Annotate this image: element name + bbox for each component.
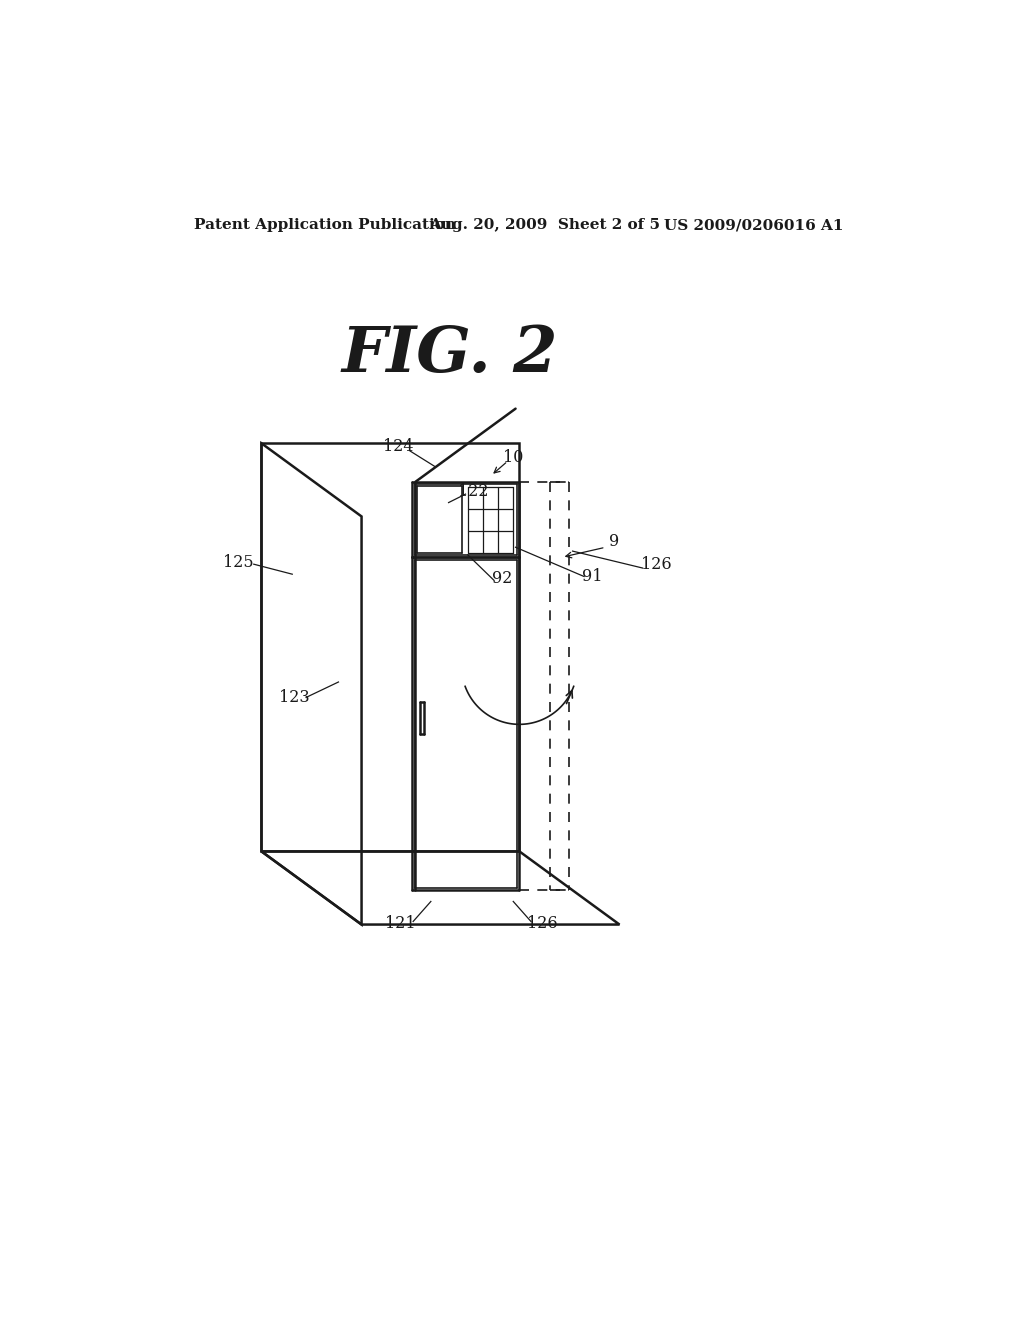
Text: Patent Application Publication: Patent Application Publication bbox=[195, 218, 457, 232]
Text: 125: 125 bbox=[223, 554, 254, 572]
Text: 126: 126 bbox=[641, 557, 672, 573]
Text: 126: 126 bbox=[527, 915, 558, 932]
Text: US 2009/0206016 A1: US 2009/0206016 A1 bbox=[665, 218, 844, 232]
Text: 9: 9 bbox=[609, 533, 620, 550]
Text: 124: 124 bbox=[383, 438, 414, 455]
Text: 121: 121 bbox=[385, 915, 416, 932]
Text: 91: 91 bbox=[583, 568, 603, 585]
Text: FIG. 2: FIG. 2 bbox=[342, 323, 558, 385]
Text: Aug. 20, 2009  Sheet 2 of 5: Aug. 20, 2009 Sheet 2 of 5 bbox=[429, 218, 660, 232]
Text: 10: 10 bbox=[503, 449, 523, 466]
Text: 123: 123 bbox=[280, 689, 310, 706]
Text: 92: 92 bbox=[493, 569, 513, 586]
Text: 122: 122 bbox=[458, 483, 488, 499]
